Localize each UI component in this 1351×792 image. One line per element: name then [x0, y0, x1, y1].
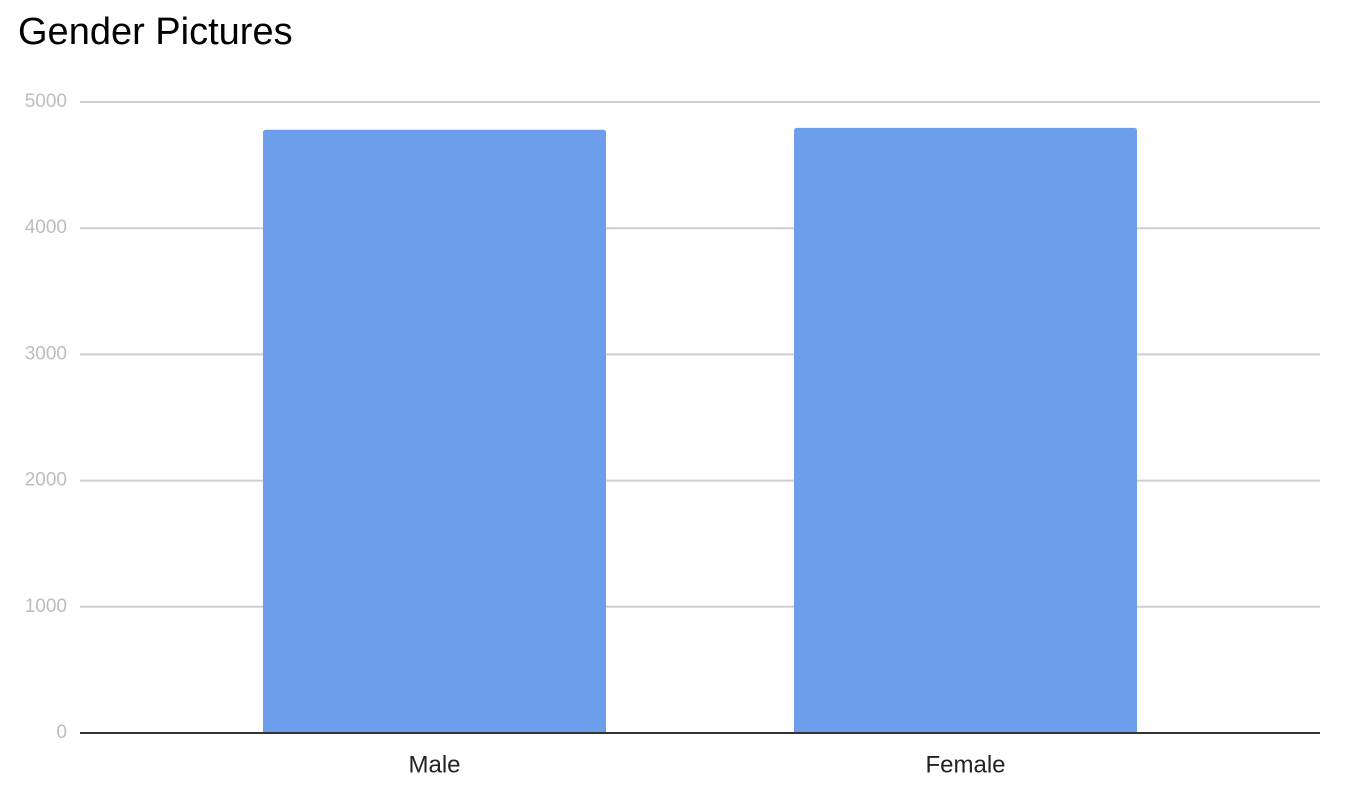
y-tick-label: 0	[56, 722, 67, 743]
chart-title: Gender Pictures	[18, 11, 293, 53]
y-tick-label: 2000	[25, 470, 67, 491]
y-tick-label: 3000	[25, 343, 67, 364]
y-tick-label: 4000	[25, 217, 67, 238]
y-tick-label: 1000	[25, 596, 67, 617]
y-tick-label: 5000	[25, 91, 67, 112]
x-tick-label: Male	[408, 751, 460, 778]
bar	[794, 127, 1137, 734]
bar	[263, 129, 606, 733]
x-tick-label: Female	[925, 751, 1005, 778]
